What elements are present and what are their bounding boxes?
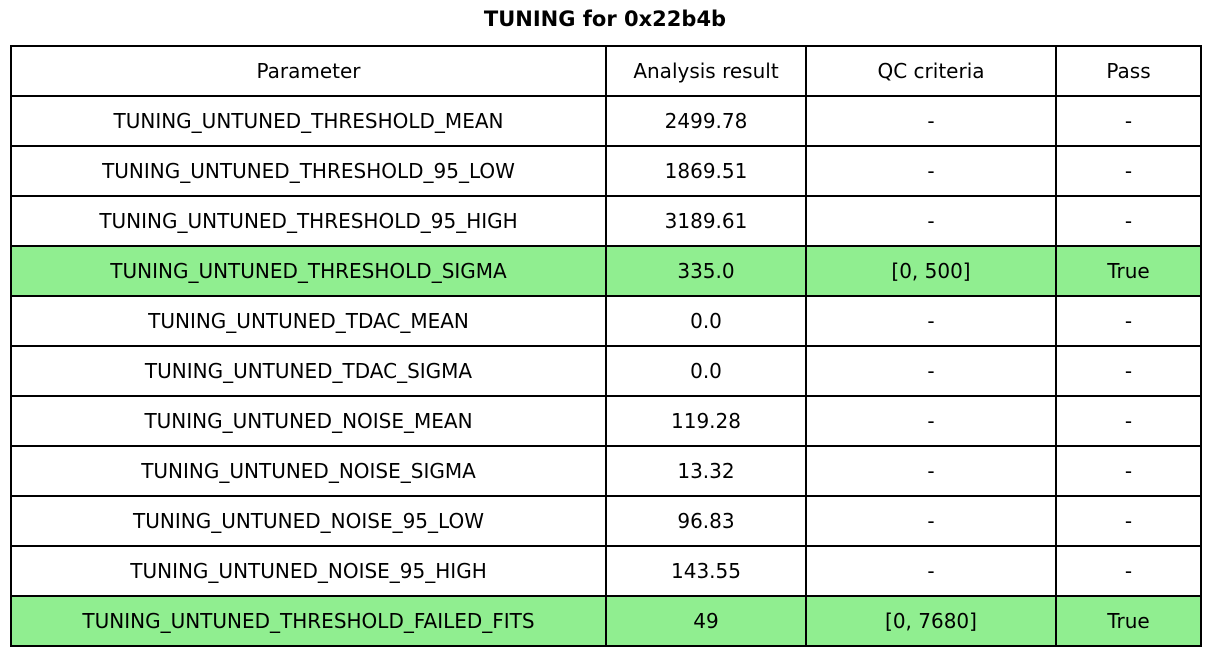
analysis-result-cell: 335.0 <box>605 245 807 297</box>
table-row: TUNING_UNTUNED_THRESHOLD_MEAN 2499.78- - <box>10 95 1202 147</box>
column-header-qc-criteria: QC criteria <box>805 45 1057 97</box>
qc-criteria-cell: - <box>805 195 1057 247</box>
qc-criteria-cell: - <box>805 345 1057 397</box>
parameter-cell: TUNING_UNTUNED_NOISE_SIGMA <box>10 445 607 497</box>
qc-results-table: Parameter Analysis result QC criteria Pa… <box>10 45 1202 647</box>
column-header-parameter: Parameter <box>10 45 607 97</box>
qc-criteria-cell: [0, 7680] <box>805 595 1057 647</box>
analysis-result-cell: 0.0 <box>605 295 807 347</box>
column-header-pass: Pass <box>1055 45 1202 97</box>
pass-cell: - <box>1055 495 1202 547</box>
analysis-result-cell: 0.0 <box>605 345 807 397</box>
table-body: TUNING_UNTUNED_THRESHOLD_MEAN 2499.78- - TU… <box>10 95 1202 647</box>
analysis-result-cell: 49 <box>605 595 807 647</box>
column-header-analysis-result: Analysis result <box>605 45 807 97</box>
pass-cell: - <box>1055 395 1202 447</box>
qc-criteria-cell: - <box>805 95 1057 147</box>
table-row: TUNING_UNTUNED_THRESHOLD_FAILED_FITS 49 [0… <box>10 595 1202 647</box>
pass-cell: - <box>1055 295 1202 347</box>
analysis-result-cell: 2499.78 <box>605 95 807 147</box>
parameter-cell: TUNING_UNTUNED_NOISE_95_LOW <box>10 495 607 547</box>
pass-cell: - <box>1055 545 1202 597</box>
analysis-result-cell: 13.32 <box>605 445 807 497</box>
header-row: Parameter Analysis result QC criteria Pa… <box>10 45 1202 97</box>
qc-criteria-cell: - <box>805 545 1057 597</box>
qc-criteria-cell: - <box>805 295 1057 347</box>
analysis-result-cell: 3189.61 <box>605 195 807 247</box>
parameter-cell: TUNING_UNTUNED_THRESHOLD_FAILED_FITS <box>10 595 607 647</box>
parameter-cell: TUNING_UNTUNED_TDAC_MEAN <box>10 295 607 347</box>
pass-cell: - <box>1055 345 1202 397</box>
table-row: TUNING_UNTUNED_TDAC_MEAN 0.0- - <box>10 295 1202 347</box>
parameter-cell: TUNING_UNTUNED_THRESHOLD_MEAN <box>10 95 607 147</box>
parameter-cell: TUNING_UNTUNED_NOISE_95_HIGH <box>10 545 607 597</box>
qc-criteria-cell: - <box>805 445 1057 497</box>
pass-cell: - <box>1055 95 1202 147</box>
table-header: Parameter Analysis result QC criteria Pa… <box>10 45 1202 97</box>
parameter-cell: TUNING_UNTUNED_NOISE_MEAN <box>10 395 607 447</box>
parameter-cell: TUNING_UNTUNED_THRESHOLD_SIGMA <box>10 245 607 297</box>
table-row: TUNING_UNTUNED_NOISE_SIGMA 13.32- - <box>10 445 1202 497</box>
qc-criteria-cell: - <box>805 395 1057 447</box>
parameter-cell: TUNING_UNTUNED_THRESHOLD_95_LOW <box>10 145 607 197</box>
table-row: TUNING_UNTUNED_THRESHOLD_95_HIGH 3189.61-… <box>10 195 1202 247</box>
table-row: TUNING_UNTUNED_NOISE_MEAN 119.28- - <box>10 395 1202 447</box>
analysis-result-cell: 1869.51 <box>605 145 807 197</box>
pass-cell: - <box>1055 445 1202 497</box>
qc-criteria-cell: - <box>805 145 1057 197</box>
pass-cell: - <box>1055 195 1202 247</box>
analysis-result-cell: 96.83 <box>605 495 807 547</box>
page-title: TUNING for 0x22b4b <box>483 7 727 31</box>
qc-criteria-cell: - <box>805 495 1057 547</box>
table-row: TUNING_UNTUNED_NOISE_95_LOW 96.83- - <box>10 495 1202 547</box>
pass-cell: True <box>1055 245 1202 297</box>
analysis-result-cell: 143.55 <box>605 545 807 597</box>
table-row: TUNING_UNTUNED_TDAC_SIGMA 0.0- - <box>10 345 1202 397</box>
qc-criteria-cell: [0, 500] <box>805 245 1057 297</box>
parameter-cell: TUNING_UNTUNED_TDAC_SIGMA <box>10 345 607 397</box>
parameter-cell: TUNING_UNTUNED_THRESHOLD_95_HIGH <box>10 195 607 247</box>
table-row: TUNING_UNTUNED_NOISE_95_HIGH 143.55- - <box>10 545 1202 597</box>
analysis-result-cell: 119.28 <box>605 395 807 447</box>
pass-cell: - <box>1055 145 1202 197</box>
table-row: TUNING_UNTUNED_THRESHOLD_95_LOW 1869.51- - <box>10 145 1202 197</box>
pass-cell: True <box>1055 595 1202 647</box>
table-row: TUNING_UNTUNED_THRESHOLD_SIGMA 335.0 [0, 5… <box>10 245 1202 297</box>
